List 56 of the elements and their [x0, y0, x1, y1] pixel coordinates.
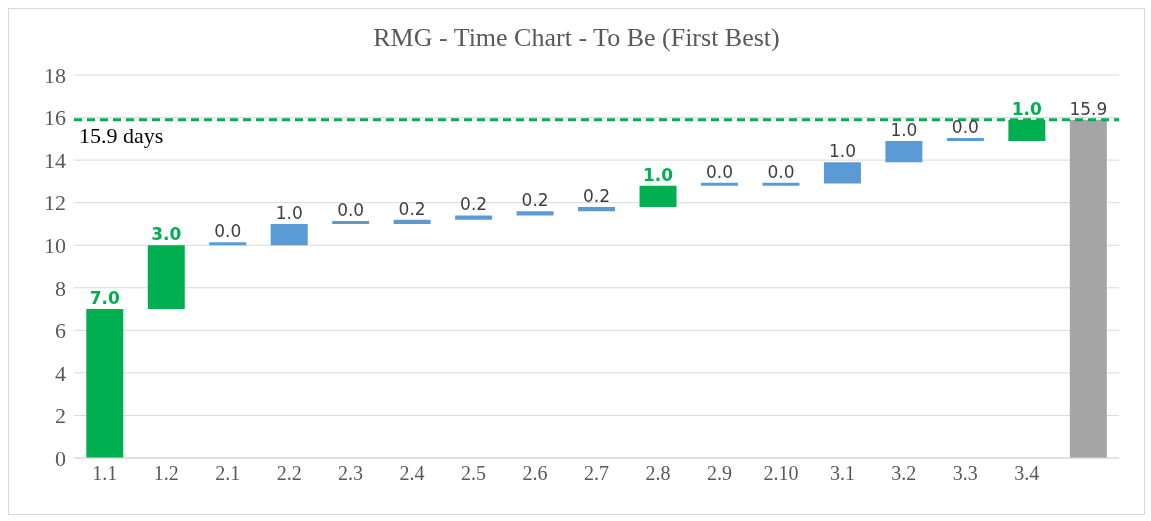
bar	[86, 309, 124, 458]
x-tick-label: 2.10	[763, 462, 799, 485]
x-tick-label: 3.3	[952, 462, 978, 485]
data-label: 1.0	[890, 119, 918, 140]
data-label: 7.0	[89, 288, 121, 309]
data-label: 3.0	[151, 224, 182, 245]
x-tick-label: 3.2	[891, 462, 917, 485]
data-label: 15.9	[1069, 98, 1108, 119]
y-tick-label: 12	[44, 190, 66, 216]
y-tick-label: 18	[44, 62, 66, 88]
x-tick-label: 3.4	[1014, 462, 1040, 485]
y-tick-label: 16	[44, 105, 66, 131]
y-tick-label: 14	[44, 147, 66, 173]
x-tick-label: 1.2	[153, 462, 179, 485]
bar	[578, 206, 616, 212]
y-tick-label: 2	[55, 403, 66, 429]
x-tick-label: 3.1	[829, 462, 855, 485]
data-label: 0.2	[521, 190, 549, 211]
data-label: 1.0	[642, 164, 674, 185]
bar	[147, 245, 185, 310]
x-tick-label: 2.2	[276, 462, 302, 485]
data-label: 1.0	[275, 202, 303, 223]
data-label: 0.0	[951, 116, 979, 137]
y-tick-label: 6	[55, 318, 66, 344]
chart-title: RMG - Time Chart - To Be (First Best)	[372, 23, 781, 53]
data-label: 0.2	[460, 194, 488, 215]
data-label: 0.0	[767, 161, 795, 182]
bar	[455, 215, 493, 220]
x-tick-label: 2.5	[461, 462, 487, 485]
data-label: 0.0	[337, 199, 365, 220]
data-label: 0.0	[214, 221, 242, 242]
y-tick-label: 0	[55, 445, 66, 471]
y-tick-label: 10	[44, 233, 66, 259]
data-label: 0.0	[705, 161, 734, 182]
x-tick-label: 2.4	[399, 462, 425, 485]
bar	[823, 162, 861, 184]
bar	[270, 223, 308, 246]
data-label: 1.0	[1011, 98, 1043, 119]
bar	[1069, 119, 1107, 458]
ref-line-label: 15.9 days	[79, 122, 164, 148]
x-tick-label: 2.3	[338, 462, 364, 485]
bar	[516, 211, 554, 216]
x-tick-label: 1.1	[92, 462, 118, 485]
y-tick-label: 4	[55, 360, 66, 386]
y-tick-label: 8	[55, 275, 66, 301]
bar	[393, 219, 431, 224]
bar	[639, 185, 677, 207]
x-tick-label: 2.1	[215, 462, 241, 485]
x-tick-label: 2.6	[522, 462, 548, 485]
data-label: 1.0	[828, 141, 856, 162]
x-tick-label: 2.8	[645, 462, 671, 485]
x-tick-label: 2.9	[706, 462, 732, 485]
bar	[885, 140, 923, 163]
data-label: 0.2	[398, 198, 426, 219]
x-tick-label: 2.7	[584, 462, 609, 485]
data-label: 0.2	[583, 185, 611, 206]
